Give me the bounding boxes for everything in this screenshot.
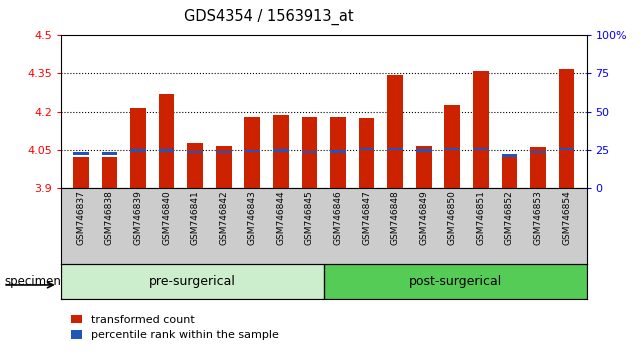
Bar — [73, 157, 88, 188]
Bar — [159, 149, 174, 152]
Bar — [324, 264, 587, 299]
Bar — [330, 150, 346, 153]
Bar — [73, 152, 88, 155]
Bar — [130, 149, 146, 152]
Bar — [216, 146, 231, 188]
Bar — [216, 150, 231, 153]
Text: GSM746848: GSM746848 — [390, 190, 399, 245]
Bar — [330, 116, 346, 188]
Bar — [273, 115, 288, 188]
Text: GSM746839: GSM746839 — [133, 190, 142, 245]
Bar — [559, 69, 574, 188]
Bar — [501, 154, 517, 157]
Bar — [359, 148, 374, 150]
Text: GSM746840: GSM746840 — [162, 190, 171, 245]
Text: GSM746852: GSM746852 — [505, 190, 514, 245]
Text: GSM746844: GSM746844 — [276, 190, 285, 245]
Text: GSM746838: GSM746838 — [105, 190, 114, 245]
Bar — [244, 116, 260, 188]
Bar — [244, 150, 260, 152]
Text: GSM746849: GSM746849 — [419, 190, 428, 245]
Text: GSM746851: GSM746851 — [476, 190, 485, 245]
Bar — [530, 147, 545, 188]
Bar — [501, 157, 517, 188]
Bar — [559, 148, 574, 150]
Bar — [359, 118, 374, 188]
Legend: transformed count, percentile rank within the sample: transformed count, percentile rank withi… — [67, 310, 283, 345]
Text: specimen: specimen — [4, 275, 62, 288]
Text: GSM746842: GSM746842 — [219, 190, 228, 245]
Text: GSM746854: GSM746854 — [562, 190, 571, 245]
Bar — [273, 149, 288, 152]
Bar — [387, 148, 403, 150]
Bar — [473, 148, 488, 150]
Text: GSM746845: GSM746845 — [305, 190, 314, 245]
Bar — [387, 75, 403, 188]
Text: GSM746843: GSM746843 — [248, 190, 257, 245]
Text: GSM746837: GSM746837 — [76, 190, 85, 245]
Bar — [473, 71, 488, 188]
Text: GSM746841: GSM746841 — [190, 190, 199, 245]
Text: GSM746847: GSM746847 — [362, 190, 371, 245]
Bar — [444, 148, 460, 150]
Bar — [416, 149, 431, 152]
Bar — [301, 116, 317, 188]
Bar — [530, 150, 545, 153]
Bar — [301, 150, 317, 153]
Bar — [102, 152, 117, 155]
Text: GDS4354 / 1563913_at: GDS4354 / 1563913_at — [185, 9, 354, 25]
Text: GSM746853: GSM746853 — [533, 190, 542, 245]
Bar — [187, 143, 203, 188]
Bar — [187, 150, 203, 153]
Text: GSM746850: GSM746850 — [448, 190, 457, 245]
Bar — [130, 108, 146, 188]
Bar — [102, 157, 117, 188]
Bar — [61, 264, 324, 299]
Text: pre-surgerical: pre-surgerical — [149, 275, 236, 288]
Bar — [416, 146, 431, 188]
Text: GSM746846: GSM746846 — [333, 190, 342, 245]
Bar — [159, 94, 174, 188]
Text: post-surgerical: post-surgerical — [408, 275, 502, 288]
Bar — [444, 105, 460, 188]
